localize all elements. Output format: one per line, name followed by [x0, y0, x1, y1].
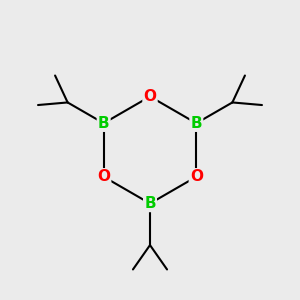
- Text: B: B: [98, 116, 109, 131]
- Text: B: B: [144, 196, 156, 211]
- Text: O: O: [190, 169, 203, 184]
- Text: O: O: [143, 89, 157, 104]
- Text: B: B: [190, 116, 202, 131]
- Text: O: O: [97, 169, 110, 184]
